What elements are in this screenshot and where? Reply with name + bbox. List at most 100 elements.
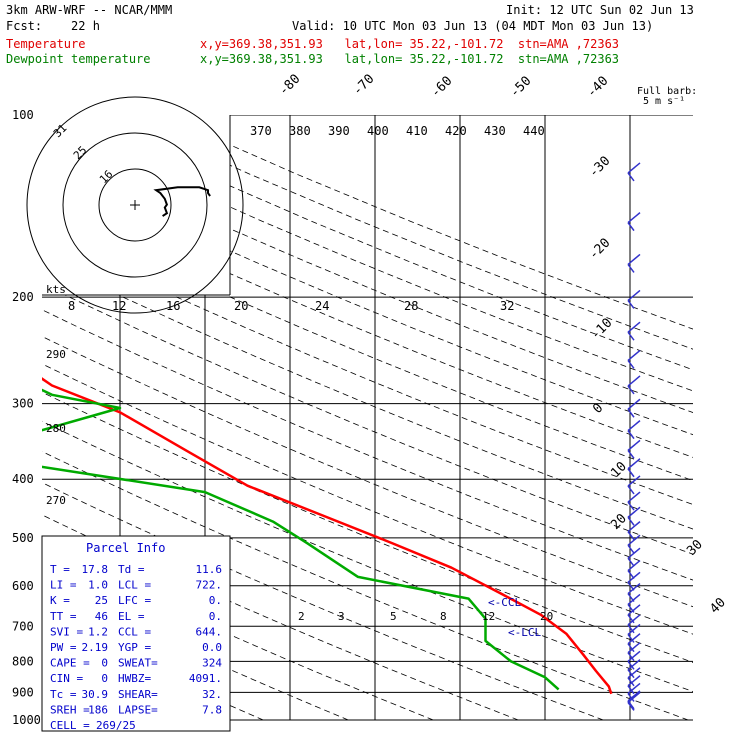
dry-adiabat-line	[42, 391, 693, 663]
wind-barb-flag	[627, 701, 635, 711]
hodograph-trace	[153, 186, 211, 217]
barb-legend-units: 5 m s⁻¹	[643, 96, 685, 107]
lower-mixing-label: 20	[540, 610, 553, 623]
wind-barb-flag	[627, 669, 635, 679]
lower-mixing-label: 2	[298, 610, 305, 623]
wind-barb	[627, 491, 641, 503]
pressure-tick-label: 500	[12, 531, 34, 545]
parcel-field-label: CIN =	[50, 672, 83, 685]
wind-barbs	[627, 162, 641, 711]
hodograph-ring	[98, 168, 172, 242]
pressure-tick-label: 400	[12, 472, 34, 486]
wind-barb	[627, 547, 641, 559]
parcel-field-label: CELL =	[50, 719, 90, 732]
parcel-info-title: Parcel Info	[86, 541, 165, 555]
wind-barb	[627, 691, 641, 703]
parcel-field-value: 0.	[209, 610, 222, 623]
wind-barb-flag	[627, 263, 635, 273]
theta-label: 440	[523, 124, 545, 138]
dry-adiabat-line	[161, 115, 693, 330]
dry-adiabat-line	[42, 258, 693, 530]
wind-barb	[627, 439, 641, 451]
wind-barb	[627, 458, 641, 470]
dewpoint-location: x,y=369.38,351.93 lat,lon= 35.22,-101.72…	[200, 52, 620, 66]
theta-label: 390	[328, 124, 350, 138]
dewpoint-legend: Dewpoint temperature	[6, 52, 151, 66]
wind-barb	[627, 614, 641, 626]
pressure-tick-label: 800	[12, 654, 34, 668]
isotherm-label: 10	[608, 459, 630, 481]
parcel-field-value: 32.	[202, 688, 222, 701]
dry-adiabat-line	[42, 336, 693, 608]
parcel-field-label: Tc =	[50, 688, 77, 701]
dry-adiabat-line	[42, 120, 693, 392]
mixing-ratio-label: 20	[234, 299, 248, 313]
pressure-tick-label: 700	[12, 619, 34, 633]
parcel-field-label: SWEAT=	[118, 657, 158, 670]
wind-barb-flag	[627, 468, 635, 478]
theta-label: 420	[445, 124, 467, 138]
wind-barb-flag	[627, 501, 635, 511]
pressure-tick-label: 200	[12, 290, 34, 304]
wind-barb-flag	[627, 643, 635, 653]
wind-barb	[627, 583, 641, 595]
lcl-marker: <-LCL	[508, 626, 541, 639]
wind-barb-flag	[627, 172, 635, 182]
parcel-field-label: Td =	[118, 563, 145, 576]
parcel-field-label: LCL =	[118, 579, 151, 592]
parcel-field-value: 722.	[196, 579, 223, 592]
parcel-field-value: 7.8	[202, 703, 222, 716]
init-time: Init: 12 UTC Sun 02 Jun 13	[506, 3, 694, 17]
lower-mixing-label: 3	[338, 610, 345, 623]
wind-barb-flag	[627, 633, 635, 643]
parcel-field-value: 186	[88, 703, 108, 716]
parcel-field-value: 30.9	[82, 688, 109, 701]
parcel-field-value: 269/25	[96, 719, 136, 732]
wind-barb	[627, 623, 641, 635]
isotherm-label: -80	[276, 72, 303, 99]
isotherm-label: -50	[507, 74, 534, 101]
parcel-field-label: CAPE =	[50, 657, 90, 670]
hodograph-units-label: kts	[46, 283, 66, 296]
hodograph-ring	[26, 96, 244, 314]
parcel-field-value: 644.	[196, 625, 223, 638]
parcel-field-value: 4091.	[189, 672, 222, 685]
parcel-info-box: Parcel Info T = 17.8 Td = 11.6 LI = 1.0 LCL = 72…	[41, 535, 231, 732]
wind-barb	[627, 375, 641, 387]
temperature-location: x,y=369.38,351.93 lat,lon= 35.22,-101.72…	[200, 37, 620, 51]
isotherm-label: -40	[584, 74, 611, 101]
wind-barb-flag	[627, 685, 635, 695]
parcel-field-label: SREH =	[50, 703, 90, 716]
dewpoint-profile-line	[42, 388, 560, 691]
valid-time: Valid: 10 UTC Mon 03 Jun 13 (04 MDT Mon …	[292, 19, 654, 33]
pressure-tick-label: 300	[12, 397, 34, 411]
wind-barb	[627, 475, 641, 487]
parcel-field-label: LFC =	[118, 594, 151, 607]
pressure-tick-label: 1000	[12, 713, 41, 727]
wind-barb-flag	[627, 544, 635, 554]
theta-label: 380	[289, 124, 311, 138]
parcel-field-value: 25	[95, 594, 108, 607]
mixing-ratio-label: 12	[112, 299, 126, 313]
parcel-field-value: 11.6	[196, 563, 223, 576]
wind-barb-flag	[627, 660, 635, 670]
isotherm-label: 0	[590, 401, 606, 417]
lower-mixing-label: 5	[390, 610, 397, 623]
parcel-field-value: 17.8	[82, 563, 109, 576]
wind-barb	[627, 667, 641, 679]
wind-barb	[627, 642, 641, 654]
wind-barb-flag	[627, 300, 635, 309]
wind-barb	[627, 349, 641, 362]
wind-barb	[627, 321, 641, 333]
parcel-field-label: K =	[50, 594, 70, 607]
wind-barb	[627, 289, 641, 302]
wind-barb-flag	[627, 624, 635, 634]
theta-side-label: 280	[46, 422, 66, 435]
mixing-ratio-label: 32	[500, 299, 514, 313]
parcel-field-label: T =	[50, 563, 70, 576]
mixing-ratio-label: 16	[166, 299, 180, 313]
parcel-field-label: SVI =	[50, 625, 83, 638]
wind-barb	[627, 650, 641, 662]
wind-barb-flag	[627, 430, 635, 440]
